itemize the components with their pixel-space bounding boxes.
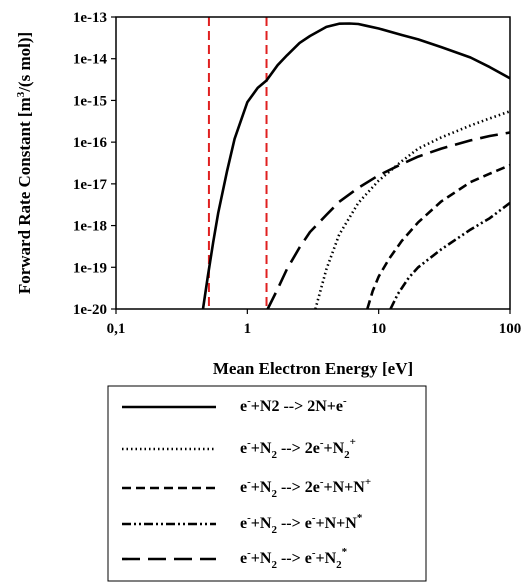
series-line-5 bbox=[266, 131, 510, 309]
legend-box bbox=[107, 385, 427, 582]
y-tick-label: 1e-15 bbox=[73, 93, 107, 109]
x-axis-title: Mean Electron Energy [eV] bbox=[213, 359, 413, 378]
y-tick-label: 1e-20 bbox=[73, 302, 107, 318]
y-tick-label: 1e-19 bbox=[73, 260, 107, 276]
legend-label-3: e-+N2 --> 2e-+N+N+ bbox=[240, 476, 371, 500]
y-tick-label: 1e-17 bbox=[73, 177, 108, 193]
legend-label-5: e-+N2 --> e-+N2* bbox=[240, 546, 348, 571]
x-tick-label: 100 bbox=[499, 321, 522, 337]
series-line-2 bbox=[314, 110, 510, 309]
y-tick-label: 1e-18 bbox=[73, 219, 107, 235]
legend-label-2: e-+N2 --> 2e-+N2+ bbox=[240, 436, 356, 461]
series-line-4 bbox=[389, 201, 510, 309]
legend-label-4: e-+N2 --> e-+N+N* bbox=[240, 512, 363, 536]
y-tick-label: 1e-14 bbox=[73, 52, 108, 68]
x-tick-label: 10 bbox=[371, 321, 386, 337]
y-axis-title: Forward Rate Constant [m3/(s mol)] bbox=[15, 32, 34, 294]
legend-label-1: e-+N2 --> 2N+e- bbox=[240, 395, 347, 415]
plot-frame bbox=[115, 16, 511, 310]
x-tick-label: 1 bbox=[244, 321, 252, 337]
series-line-3 bbox=[366, 164, 510, 309]
x-tick-label: 0,1 bbox=[107, 321, 126, 337]
y-tick-label: 1e-16 bbox=[73, 135, 108, 151]
y-tick-label: 1e-13 bbox=[73, 10, 107, 26]
series-line-1 bbox=[201, 22, 510, 309]
